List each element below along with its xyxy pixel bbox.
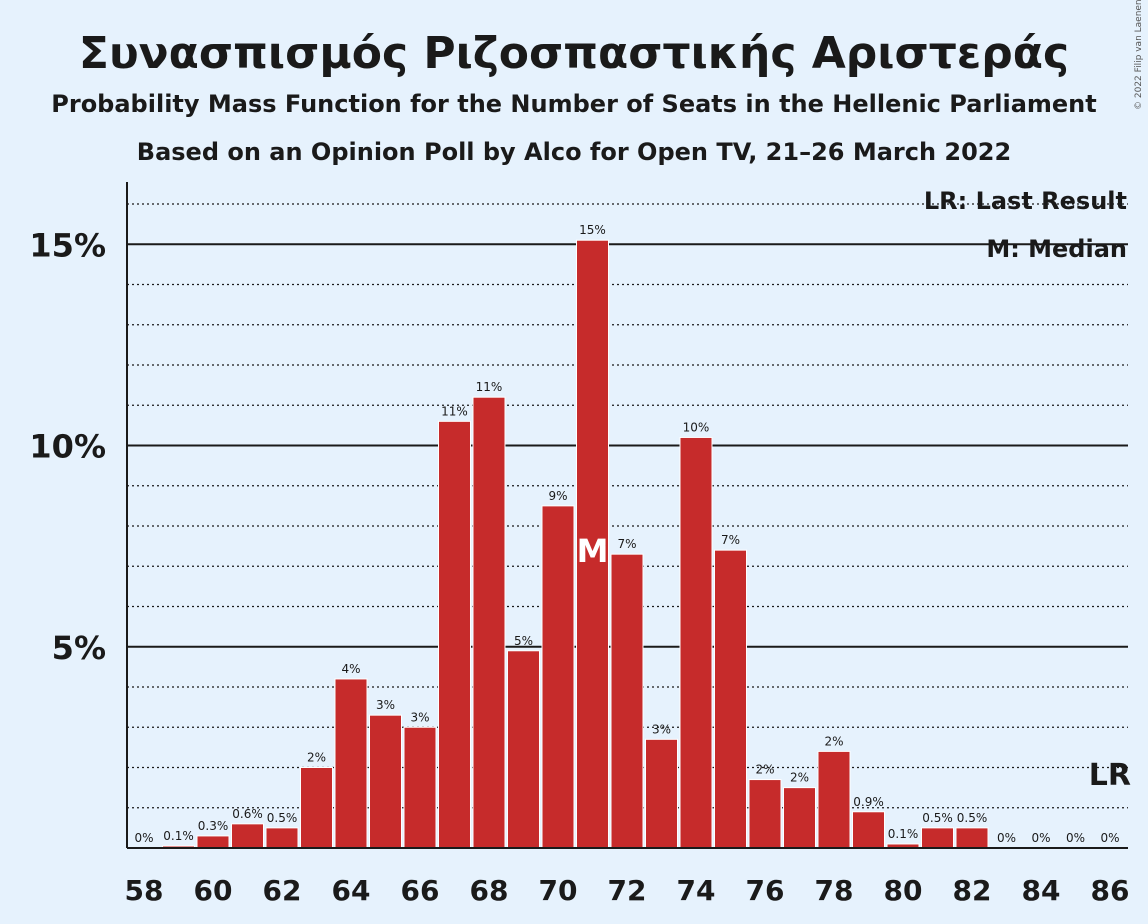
bar-64: [334, 678, 368, 849]
last-result-marker: LR: [1089, 758, 1131, 793]
bar-70: [541, 505, 575, 849]
bar-74: [679, 436, 713, 849]
bar-label-76: 2%: [755, 763, 774, 777]
bar-label-85: 0%: [1066, 831, 1085, 845]
x-tick-label: 62: [263, 874, 302, 907]
bar-68: [472, 396, 506, 849]
bar-label-60: 0.3%: [198, 819, 229, 833]
bar-78: [817, 750, 851, 849]
bar-label-67: 11%: [441, 404, 468, 418]
x-tick-label: 82: [953, 874, 992, 907]
y-tick-label: 15%: [29, 226, 106, 264]
bar-72: [610, 553, 644, 849]
copyright: © 2022 Filip van Laenen: [1134, 0, 1144, 110]
bar-73: [645, 738, 678, 849]
bar-label-74: 10%: [683, 420, 710, 434]
bar-label-69: 5%: [514, 634, 533, 648]
y-axis-ticks: 5% 10% 15%: [29, 226, 106, 667]
bars: [162, 239, 989, 849]
y-tick-label: 5%: [52, 629, 106, 667]
x-axis-ticks: 58 60 62 64 66 68 70 72 74 76 78 80 82 84 86: [125, 874, 1130, 907]
x-tick-label: 60: [194, 874, 233, 907]
bar-label-81: 0.5%: [922, 811, 953, 825]
bar-label-78: 2%: [824, 734, 843, 748]
bar-82: [955, 827, 989, 849]
bar-label-72: 7%: [617, 537, 636, 551]
bar-label-65: 3%: [376, 698, 395, 712]
bar-62: [265, 827, 299, 849]
bar-65: [369, 714, 402, 849]
bar-label-70: 9%: [548, 489, 567, 503]
bar-79: [852, 811, 885, 849]
bar-label-63: 2%: [307, 751, 326, 765]
bar-label-86: 0%: [1100, 831, 1119, 845]
x-tick-label: 74: [677, 874, 716, 907]
legend-last-result: LR: Last Result: [924, 187, 1127, 215]
bar-61: [231, 823, 264, 849]
x-tick-label: 76: [746, 874, 785, 907]
x-tick-label: 64: [332, 874, 371, 907]
bar-label-79: 0.9%: [853, 795, 884, 809]
x-tick-label: 86: [1091, 874, 1130, 907]
bar-label-75: 7%: [721, 533, 740, 547]
bar-81: [921, 827, 954, 849]
bar-66: [403, 726, 437, 849]
y-tick-label: 10%: [29, 428, 106, 466]
x-tick-label: 68: [470, 874, 509, 907]
chart-subtitle: Probability Mass Function for the Number…: [51, 90, 1096, 118]
bar-75: [714, 549, 747, 849]
x-tick-label: 80: [884, 874, 923, 907]
bar-label-61: 0.6%: [232, 807, 263, 821]
bar-label-83: 0%: [997, 831, 1016, 845]
bar-60: [196, 835, 230, 849]
x-tick-label: 72: [608, 874, 647, 907]
bar-label-84: 0%: [1031, 831, 1050, 845]
bar-label-68: 11%: [476, 380, 503, 394]
bar-labels: 0% 0.1% 0.3%0.6% 0.5% 2% 4% 3% 3% 11% 11% 5% 9% 15% 7…: [134, 223, 1119, 845]
x-tick-label: 58: [125, 874, 164, 907]
bar-label-64: 4%: [341, 662, 360, 676]
bar-label-77: 2%: [790, 771, 809, 785]
median-marker: M: [577, 532, 609, 570]
markers: M LR: [577, 532, 1131, 793]
bar-69: [507, 650, 540, 849]
x-tick-label: 70: [539, 874, 578, 907]
x-tick-label: 84: [1022, 874, 1061, 907]
chart-subtitle-2: Based on an Opinion Poll by Alco for Ope…: [137, 138, 1011, 166]
bar-label-66: 3%: [410, 710, 429, 724]
bar-label-80: 0.1%: [888, 827, 919, 841]
bar-77: [783, 787, 816, 849]
bar-63: [300, 767, 333, 849]
bar-label-82: 0.5%: [957, 811, 988, 825]
x-tick-label: 66: [401, 874, 440, 907]
x-tick-label: 78: [815, 874, 854, 907]
bar-76: [748, 779, 782, 849]
chart-title: Συνασπισμός Ριζοσπαστικής Αριστεράς: [79, 28, 1069, 79]
bar-label-62: 0.5%: [267, 811, 298, 825]
bar-label-58: 0%: [134, 831, 153, 845]
bar-label-73: 3%: [652, 722, 671, 736]
bar-67: [438, 420, 471, 849]
legend-median: M: Median: [986, 235, 1127, 263]
bar-label-71: 15%: [579, 223, 606, 237]
bar-label-59: 0.1%: [163, 829, 194, 843]
